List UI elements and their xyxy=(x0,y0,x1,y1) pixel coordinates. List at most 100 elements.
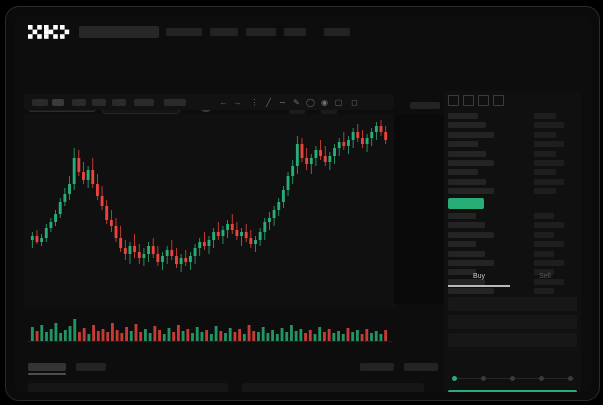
orderbook-bid-size xyxy=(534,222,564,229)
orderbook-ask-size xyxy=(534,141,564,148)
orderbook-ask-size xyxy=(534,131,556,138)
timeframe-chip-1[interactable] xyxy=(32,99,48,106)
undo-icon[interactable]: ← xyxy=(219,98,228,107)
volume-chart xyxy=(24,311,396,359)
orderbook-ask-row[interactable] xyxy=(448,160,494,166)
orderbook-bid-row[interactable] xyxy=(448,278,485,285)
orderbook-bid-size xyxy=(534,231,554,238)
candlestick-series xyxy=(30,120,388,272)
orderbook-bid-size xyxy=(534,278,564,285)
orderbook-bid-size xyxy=(534,260,564,266)
stat-value-1 xyxy=(289,109,305,114)
slider-dot-4[interactable] xyxy=(539,376,544,381)
orderbook-bid-row[interactable] xyxy=(448,231,494,238)
orderbook-asks-icon[interactable] xyxy=(478,95,489,106)
orderbook-bid-size xyxy=(534,241,564,248)
orderbook-bid-size xyxy=(534,288,554,295)
slider-dot-2[interactable] xyxy=(481,376,486,381)
orderbook-bid-row[interactable] xyxy=(448,288,494,295)
nav-item-4[interactable] xyxy=(284,28,306,36)
price-chart[interactable] xyxy=(24,114,396,309)
trash-icon[interactable]: ▢ xyxy=(334,98,343,107)
slider-dot-3[interactable] xyxy=(510,376,515,381)
orderbook-ask-size xyxy=(534,169,556,176)
timeframe-chip-5[interactable] xyxy=(112,99,126,106)
orderbook-bid-row[interactable] xyxy=(448,269,476,276)
chart-footer-tab-1[interactable] xyxy=(28,363,66,371)
orderbook-ask-row[interactable] xyxy=(448,131,494,138)
chart-footer-tab-1-underline xyxy=(28,373,66,375)
nav-item-5[interactable] xyxy=(324,28,350,36)
search-input[interactable] xyxy=(79,26,159,38)
orderbook-bid-row[interactable] xyxy=(448,241,476,248)
stat-value-2 xyxy=(321,109,337,114)
pencil-icon[interactable]: ✎ xyxy=(293,98,300,107)
orderbook-ask-size xyxy=(534,178,564,185)
nav-item-1[interactable] xyxy=(166,28,202,36)
orderbook-bid-row[interactable] xyxy=(448,222,485,229)
line-icon[interactable]: ╱ xyxy=(266,98,271,107)
buy-sell-tabs[interactable]: Buy Sell xyxy=(444,270,581,288)
orderbook-bid-row[interactable] xyxy=(448,250,485,257)
volume-series xyxy=(28,319,392,342)
orderbook-ask-row[interactable] xyxy=(448,178,486,185)
nav-item-3[interactable] xyxy=(246,28,276,36)
timeframe-chip-2[interactable] xyxy=(52,99,64,106)
order-book-view-switch[interactable] xyxy=(448,95,508,107)
orderbook-bids-icon[interactable] xyxy=(463,95,474,106)
order-total-field[interactable] xyxy=(448,333,577,347)
orderbook-ask-row[interactable] xyxy=(448,122,486,129)
orderbook-bid-row[interactable] xyxy=(448,260,494,266)
tab-buy-underline xyxy=(448,285,510,287)
top-navigation-bar xyxy=(14,15,591,48)
orderbook-ask-row[interactable] xyxy=(448,169,478,176)
camera-icon[interactable]: ◻ xyxy=(351,98,358,107)
indicator-chip[interactable] xyxy=(164,99,186,106)
orderbook-ask-size xyxy=(534,122,564,129)
orderbook-bid-size xyxy=(534,250,554,257)
chart-footer-tab-2[interactable] xyxy=(76,363,106,371)
crosshair-icon[interactable]: ⋮ xyxy=(250,98,259,107)
okx-logo[interactable] xyxy=(28,25,70,39)
chart-footer-action-1[interactable] xyxy=(360,363,394,371)
orderbook-bid-row[interactable] xyxy=(448,213,476,219)
order-amount-field[interactable] xyxy=(448,315,577,329)
nav-item-2[interactable] xyxy=(210,28,238,36)
wave-icon[interactable]: ∼ xyxy=(279,98,286,107)
submit-buy-button[interactable] xyxy=(448,390,577,392)
orderbook-ask-row[interactable] xyxy=(448,188,494,195)
stat-label-3 xyxy=(410,102,440,109)
chart-footer-action-2[interactable] xyxy=(404,363,438,371)
redo-icon[interactable]: → xyxy=(233,98,242,107)
magnet-icon[interactable]: ◯ xyxy=(306,98,315,107)
tablet-bezel: Spot Trading ⌄ ⌄ xyxy=(5,6,600,401)
orderbook-bid-size xyxy=(534,269,554,276)
orderbook-both-icon[interactable] xyxy=(448,95,459,106)
timeframe-chip-6[interactable] xyxy=(134,99,154,106)
bottom-card-1[interactable] xyxy=(28,383,228,392)
order-price-field[interactable] xyxy=(448,297,577,311)
tab-buy[interactable]: Buy xyxy=(472,273,486,280)
bottom-card-2[interactable] xyxy=(242,383,424,392)
chart-toolbar[interactable] xyxy=(24,94,394,110)
app-screen: Spot Trading ⌄ ⌄ xyxy=(14,15,591,392)
market-header-bar: Spot Trading ⌄ ⌄ xyxy=(14,48,591,114)
orderbook-ask-size xyxy=(534,113,556,119)
timeframe-chip-4[interactable] xyxy=(92,99,106,106)
orderbook-ask-row[interactable] xyxy=(448,141,478,148)
orderbook-ask-size xyxy=(534,160,564,166)
slider-dot-5[interactable] xyxy=(568,376,573,381)
orderbook-ask-size xyxy=(534,188,556,195)
orderbook-ask-row[interactable] xyxy=(448,150,486,157)
eye-icon[interactable]: ◉ xyxy=(321,98,328,107)
orderbook-ask-size xyxy=(534,150,556,157)
timeframe-chip-3[interactable] xyxy=(72,99,86,106)
tab-sell[interactable]: Sell xyxy=(539,273,551,280)
orderbook-ask-row[interactable] xyxy=(448,113,478,119)
last-price-badge xyxy=(448,198,484,209)
amount-slider[interactable] xyxy=(448,375,578,383)
orderbook-depth-icon[interactable] xyxy=(493,95,504,106)
slider-dot-1[interactable] xyxy=(452,376,457,381)
orderbook-bid-size xyxy=(534,213,554,219)
